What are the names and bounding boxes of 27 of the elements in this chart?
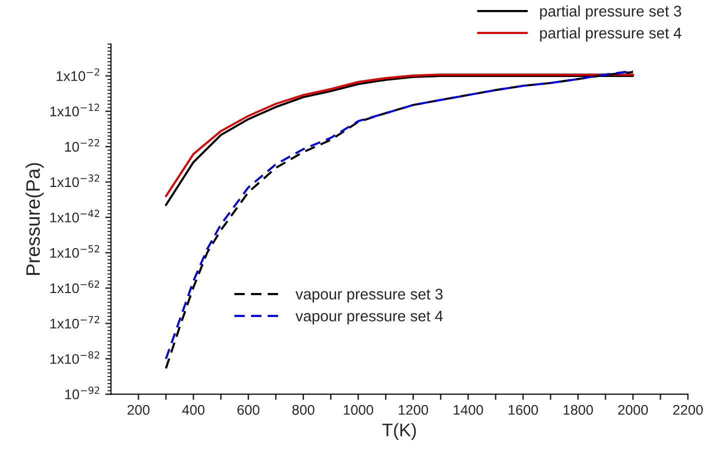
- y-tick-label: 1x10$^{−12}$: [50, 104, 100, 116]
- legend-label: vapour pressure set 4: [296, 310, 443, 324]
- x-tick-label: 800: [292, 404, 314, 415]
- x-tick-label: 1000: [344, 404, 374, 415]
- x-tick-label: 2000: [618, 404, 648, 415]
- x-tick-label: 1800: [564, 404, 593, 415]
- x-tick-label: 1600: [508, 404, 538, 415]
- x-tick-label: 200: [128, 404, 150, 415]
- y-tick-label: 1x10$^{−62}$: [50, 280, 100, 294]
- x-tick-label: 400: [182, 404, 204, 415]
- y-tick-label: 1x10$^{−52}$: [50, 245, 100, 258]
- y-tick-label: 1x10$^{−32}$: [50, 174, 100, 188]
- y-tick-label: 1x10$^{−42}$: [50, 210, 100, 222]
- x-axis-title: T(K): [382, 423, 416, 440]
- legend-label: partial pressure set 3: [540, 5, 682, 20]
- x-tick-label: 2200: [673, 404, 703, 415]
- y-tick-label: 1x10$^{−72}$: [50, 316, 100, 329]
- y-tick-label: 10$^{−92}$: [65, 386, 100, 400]
- y-tick-label: 10$^{−22}$: [65, 139, 100, 152]
- y-axis-title: Pressure(Pa): [26, 163, 44, 275]
- legend-label: partial pressure set 4: [540, 27, 682, 42]
- x-tick-label: 600: [237, 404, 260, 415]
- x-tick-label: 1400: [454, 404, 484, 415]
- legend-label: vapour pressure set 3: [296, 288, 443, 303]
- y-tick-label: 1x10$^{−2}$: [56, 68, 100, 81]
- x-tick-label: 1200: [398, 404, 428, 415]
- y-tick-label: 1x10$^{−82}$: [50, 351, 100, 364]
